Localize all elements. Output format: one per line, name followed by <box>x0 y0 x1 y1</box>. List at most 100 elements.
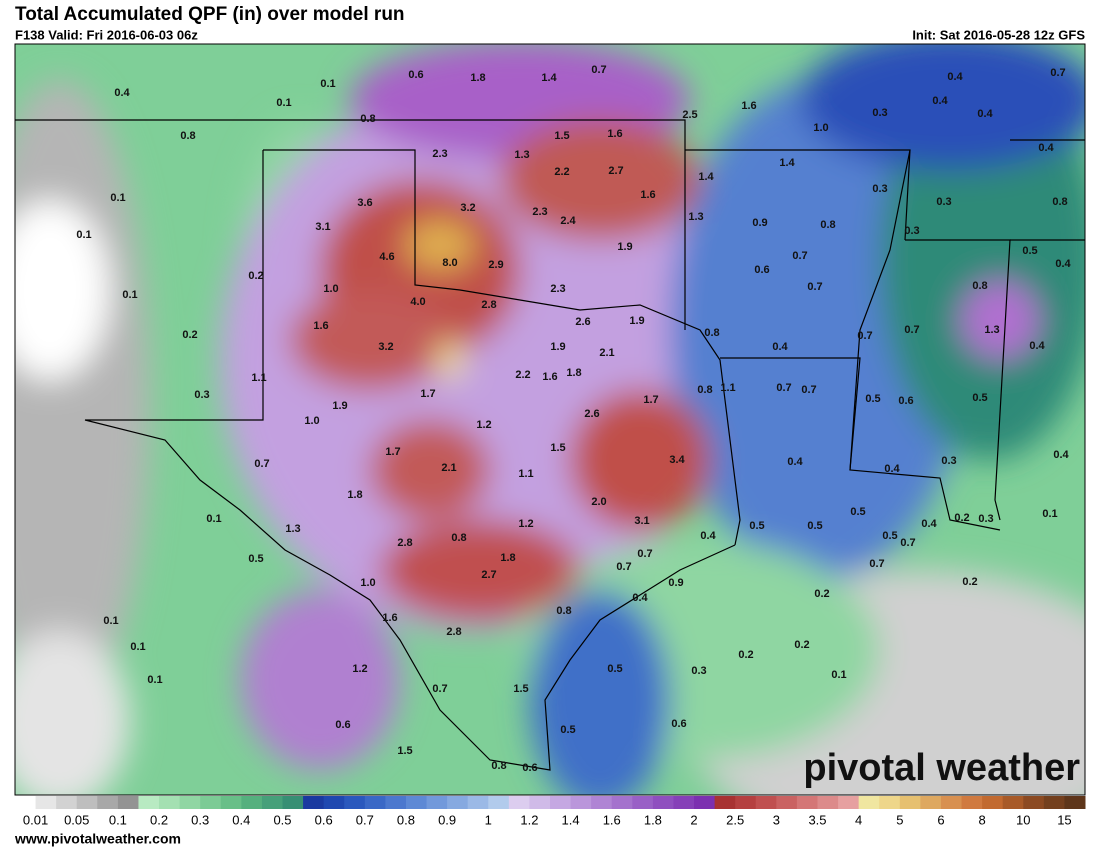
map-value-label: 1.8 <box>470 72 485 84</box>
legend-swatch <box>858 796 880 809</box>
map-value-label: 0.1 <box>103 615 118 627</box>
legend-label: 1.6 <box>603 812 621 827</box>
map-value-label: 0.4 <box>921 518 937 530</box>
map-value-label: 2.8 <box>446 626 461 638</box>
map-value-label: 1.4 <box>698 171 714 183</box>
legend-swatch <box>1002 796 1024 809</box>
map-value-label: 1.5 <box>550 442 565 454</box>
map-value-label: 0.3 <box>978 513 993 525</box>
map-value-label: 0.7 <box>801 384 816 396</box>
map-value-label: 0.7 <box>792 250 807 262</box>
legend-label: 6 <box>937 812 944 827</box>
legend-label: 0.1 <box>109 812 127 827</box>
legend-swatch <box>611 796 633 809</box>
map-value-label: 1.6 <box>741 100 756 112</box>
map-value-label: 0.5 <box>560 724 575 736</box>
legend-swatch <box>817 796 839 809</box>
map-value-label: 4.0 <box>410 296 425 308</box>
map-value-label: 1.1 <box>251 372 266 384</box>
map-value-label: 1.3 <box>688 211 703 223</box>
legend-label: 1.2 <box>520 812 538 827</box>
legend-swatch <box>632 796 654 809</box>
map-value-label: 0.2 <box>962 576 977 588</box>
legend-swatch <box>550 796 572 809</box>
map-value-label: 2.8 <box>481 299 496 311</box>
legend-label: 3 <box>773 812 780 827</box>
map-value-label: 0.5 <box>807 520 822 532</box>
map-value-label: 1.5 <box>554 130 569 142</box>
map-value-label: 4.6 <box>379 251 394 263</box>
map-value-label: 2.1 <box>599 347 614 359</box>
map-value-label: 2.3 <box>550 283 565 295</box>
map-value-label: 2.6 <box>575 316 590 328</box>
legend-swatch <box>241 796 263 809</box>
title: Total Accumulated QPF (in) over model ru… <box>15 4 405 25</box>
map-value-label: 0.5 <box>865 393 880 405</box>
legend-swatch <box>755 796 777 809</box>
legend-swatch <box>35 796 57 809</box>
map-value-label: 0.8 <box>972 280 987 292</box>
legend-label: 0.8 <box>397 812 415 827</box>
legend-label: 4 <box>855 812 862 827</box>
map-value-label: 1.0 <box>360 577 375 589</box>
map-value-label: 0.5 <box>248 553 263 565</box>
map-value-label: 2.7 <box>481 569 496 581</box>
legend-swatch <box>220 796 242 809</box>
legend-label: 15 <box>1057 812 1071 827</box>
legend-swatch <box>796 796 818 809</box>
legend-label: 2 <box>690 812 697 827</box>
legend-swatch <box>838 796 860 809</box>
map-value-label: 0.4 <box>1055 258 1071 270</box>
map-value-label: 1.6 <box>313 320 328 332</box>
map-value-label: 1.8 <box>500 552 515 564</box>
map-value-label: 1.6 <box>640 189 655 201</box>
map-value-label: 0.4 <box>114 87 130 99</box>
legend-swatch <box>138 796 160 809</box>
legend-swatch <box>56 796 78 809</box>
map-value-label: 2.2 <box>515 369 530 381</box>
map-value-label: 1.2 <box>518 518 533 530</box>
map-value-label: 0.4 <box>947 71 963 83</box>
map-value-label: 0.9 <box>668 577 683 589</box>
map-value-label: 0.1 <box>831 669 846 681</box>
map-value-label: 3.1 <box>315 221 330 233</box>
map-value-label: 0.2 <box>954 512 969 524</box>
map-value-label: 1.9 <box>629 315 644 327</box>
map-value-label: 0.3 <box>904 225 919 237</box>
map-value-label: 0.8 <box>556 605 571 617</box>
legend-label: 2.5 <box>726 812 744 827</box>
map-value-label: 0.7 <box>637 548 652 560</box>
map-value-label: 0.6 <box>408 69 423 81</box>
map-value-label: 0.7 <box>432 683 447 695</box>
map-value-label: 0.8 <box>704 327 719 339</box>
map-value-label: 1.9 <box>550 341 565 353</box>
map-value-label: 0.5 <box>749 520 764 532</box>
map-value-label: 0.7 <box>591 64 606 76</box>
legend-swatch <box>920 796 942 809</box>
legend-swatch <box>940 796 963 809</box>
logo: pivotal weather <box>803 747 1080 789</box>
map-value-label: 0.1 <box>206 513 221 525</box>
map-value-label: 0.1 <box>320 78 335 90</box>
map-value-label: 1.5 <box>397 745 412 757</box>
legend-swatch <box>1064 796 1086 809</box>
legend-swatch <box>447 796 469 809</box>
map-value-label: 0.1 <box>76 229 91 241</box>
legend-label: 0.5 <box>273 812 291 827</box>
map-value-label: 0.4 <box>772 341 788 353</box>
map-value-label: 2.1 <box>441 462 456 474</box>
legend-swatch <box>982 796 1004 809</box>
legend-swatch <box>426 796 448 809</box>
map-value-label: 0.4 <box>1029 340 1045 352</box>
map-value-label: 2.7 <box>608 165 623 177</box>
legend-swatch <box>570 796 592 809</box>
legend-label: 5 <box>896 812 903 827</box>
map-value-label: 1.2 <box>352 663 367 675</box>
map-value-label: 3.2 <box>378 341 393 353</box>
legend-label: 0.6 <box>315 812 333 827</box>
map-value-label: 0.7 <box>254 458 269 470</box>
map-value-label: 0.8 <box>491 760 506 772</box>
legend-label: 3.5 <box>808 812 826 827</box>
legend-swatch <box>179 796 201 809</box>
map-value-label: 0.4 <box>1053 449 1069 461</box>
